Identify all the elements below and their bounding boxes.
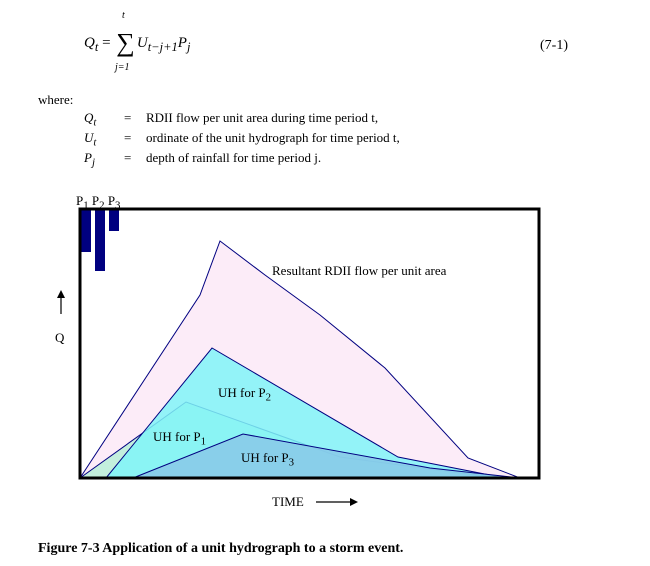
def-text-u: ordinate of the unit hydrograph for time… (146, 130, 400, 145)
label-uh-p3: UH for P3 (241, 450, 295, 469)
figure-frame (78, 207, 541, 480)
figure-caption: Figure 7-3 Application of a unit hydrogr… (38, 541, 404, 556)
label-uh-p2: UH for P2 (218, 385, 272, 404)
def-equals: = (124, 110, 132, 125)
sum-symbol: ∑ (116, 28, 135, 57)
rain-labels: P1 P2 P3 (76, 193, 121, 212)
def-equals: = (124, 130, 132, 145)
def-text-q: RDII flow per unit area during time peri… (146, 110, 379, 125)
y-axis-label: Q (55, 330, 65, 345)
sum-upper-limit: t (122, 10, 125, 21)
sum-lower-limit: j=1 (115, 62, 130, 73)
where-label: where: (38, 92, 74, 107)
label-resultant: Resultant RDII flow per unit area (272, 263, 447, 278)
def-symbol-q: Qt (84, 110, 97, 129)
def-symbol-u: Ut (84, 130, 97, 149)
eq-term-u-sub: t−j+1 (147, 40, 178, 54)
rain-bar-p1 (81, 209, 91, 252)
equation-number: (7-1) (540, 38, 568, 53)
def-text-p: depth of rainfall for time period j. (146, 150, 322, 165)
def-symbol-p: Pj (84, 150, 95, 169)
eq-term-u: U (136, 35, 148, 51)
rain-bar-p2 (95, 209, 105, 271)
time-axis-arrowhead (350, 498, 358, 506)
eq-term-p-sub: j (186, 40, 191, 54)
rain-bar-p3 (109, 209, 119, 231)
equation: Qt = ∑ Ut−j+1Pj (84, 28, 191, 57)
label-uh-p1: UH for P1 (153, 429, 207, 448)
x-axis-label: TIME (272, 494, 304, 509)
eq-lhs: Q (84, 35, 95, 51)
eq-term-p: P (177, 35, 187, 51)
q-axis-arrowhead (57, 290, 65, 298)
def-equals: = (124, 150, 132, 165)
eq-lhs-sub: t (94, 40, 99, 54)
